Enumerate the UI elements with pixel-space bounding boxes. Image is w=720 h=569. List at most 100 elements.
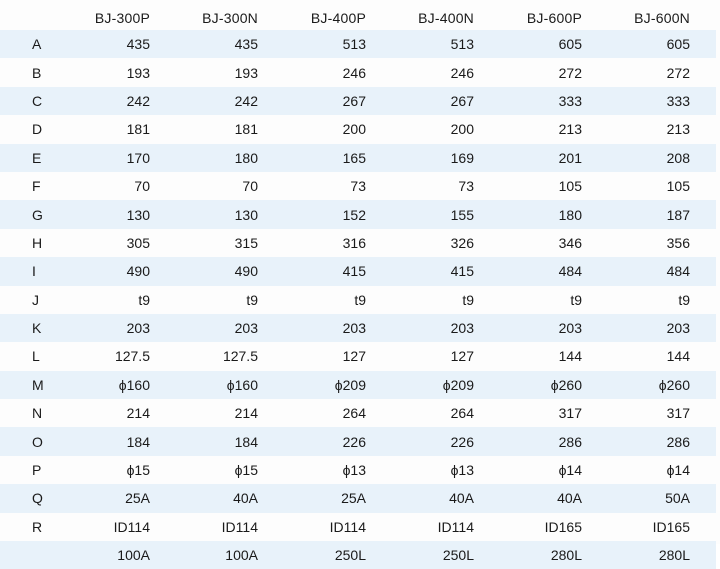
table-cell: t9 [138, 291, 150, 308]
row-label: N [32, 405, 43, 422]
table-cell: 246 [450, 64, 474, 81]
table-cell: t9 [678, 291, 690, 308]
column-header: BJ-400N [418, 10, 474, 26]
table-cell: 435 [234, 36, 258, 53]
table-cell: 155 [450, 206, 474, 223]
row-label: J [32, 291, 39, 308]
table-cell: 187 [666, 206, 690, 223]
row-label: P [32, 462, 42, 479]
table-cell: 193 [126, 64, 150, 81]
row-label: Q [32, 490, 43, 507]
table-cell: 346 [558, 234, 582, 251]
table-cell: 203 [126, 320, 150, 337]
table-cell: 40A [233, 490, 258, 507]
table-cell: 490 [234, 263, 258, 280]
table-cell: ϕ14 [666, 462, 690, 479]
table-cell: 415 [342, 263, 366, 280]
table-cell: ϕ15 [126, 462, 150, 479]
table-cell: ϕ13 [450, 462, 474, 479]
table-cell: 250L [334, 547, 366, 564]
table-cell: 250L [442, 547, 474, 564]
table-cell: 152 [342, 206, 366, 223]
table-cell: 184 [234, 433, 258, 450]
table-cell: 246 [342, 64, 366, 81]
row-label: L [32, 348, 40, 365]
table-cell: ϕ209 [334, 376, 366, 393]
table-cell: 315 [234, 234, 258, 251]
table-cell: 214 [126, 405, 150, 422]
table-cell: 513 [342, 36, 366, 53]
table-cell: 267 [450, 92, 474, 109]
table-cell: 127.5 [114, 348, 150, 365]
row-label: B [32, 64, 42, 81]
table-cell: ID114 [221, 518, 258, 535]
row-label: D [32, 121, 43, 138]
table-cell: 100A [225, 547, 258, 564]
table-row: E 170 180 165 169 201 208 [0, 143, 716, 172]
table-cell: 326 [450, 234, 474, 251]
table-cell: 70 [134, 178, 150, 195]
table-row: 100A 100A 250L 250L 280L 280L [0, 541, 716, 569]
column-header: BJ-600N [634, 10, 690, 26]
table-row: O 184 184 226 226 286 286 [0, 427, 716, 456]
table-cell: 208 [666, 149, 690, 166]
spec-sheet: BJ-300P BJ-300N BJ-400P BJ-400N BJ-600P BJ-60… [0, 10, 716, 569]
table-cell: ϕ260 [550, 376, 582, 393]
table-cell: 484 [558, 263, 582, 280]
table-cell: 213 [666, 121, 690, 138]
table-cell: ID114 [113, 518, 150, 535]
row-label: G [32, 206, 43, 223]
table-cell: 333 [666, 92, 690, 109]
table-row: N 214 214 264 264 317 317 [0, 399, 716, 427]
table-cell: 127 [450, 348, 474, 365]
table-cell: 316 [342, 234, 366, 251]
table-cell: 280L [550, 547, 582, 564]
table-cell: 203 [450, 320, 474, 337]
table-cell: 333 [558, 92, 582, 109]
table-cell: 415 [450, 263, 474, 280]
row-label: C [32, 92, 43, 109]
table-row: B 193 193 246 246 272 272 [0, 58, 716, 86]
table-cell: 73 [350, 178, 366, 195]
table-cell: 100A [117, 547, 150, 564]
table-cell: t9 [246, 291, 258, 308]
table-cell: 203 [342, 320, 366, 337]
table-cell: t9 [354, 291, 366, 308]
column-header: BJ-600P [526, 10, 582, 26]
column-header: BJ-300P [94, 10, 150, 26]
table-cell: 484 [666, 263, 690, 280]
row-label: O [32, 433, 43, 450]
table-row: G 130 130 152 155 180 187 [0, 200, 716, 229]
table-row: F 70 70 73 73 105 105 [0, 172, 716, 200]
table-cell: 203 [234, 320, 258, 337]
table-cell: 127.5 [222, 348, 258, 365]
table-cell: 317 [558, 405, 582, 422]
row-label: F [32, 178, 41, 195]
table-cell: 605 [558, 36, 582, 53]
table-cell: 127 [342, 348, 366, 365]
table-cell: 286 [558, 433, 582, 450]
table-cell: 169 [450, 149, 474, 166]
table-cell: 70 [242, 178, 258, 195]
table-cell: 267 [342, 92, 366, 109]
table-cell: t9 [570, 291, 582, 308]
table-cell: 25A [341, 490, 366, 507]
table-cell: 144 [558, 348, 582, 365]
table-cell: 180 [558, 206, 582, 223]
row-label: R [32, 518, 43, 535]
table-cell: 40A [449, 490, 474, 507]
table-cell: 435 [126, 36, 150, 53]
table-cell: ϕ160 [118, 376, 150, 393]
table-cell: 170 [126, 149, 150, 166]
table-row: D 181 181 200 200 213 213 [0, 115, 716, 143]
table-cell: 356 [666, 234, 690, 251]
row-label: K [32, 320, 42, 337]
table-cell: ϕ14 [558, 462, 582, 479]
table-row: I 490 490 415 415 484 484 [0, 257, 716, 286]
row-label: A [32, 36, 42, 53]
table-cell: 130 [126, 206, 150, 223]
table-cell: 214 [234, 405, 258, 422]
table-cell: ID114 [437, 518, 474, 535]
table-cell: 305 [126, 234, 150, 251]
